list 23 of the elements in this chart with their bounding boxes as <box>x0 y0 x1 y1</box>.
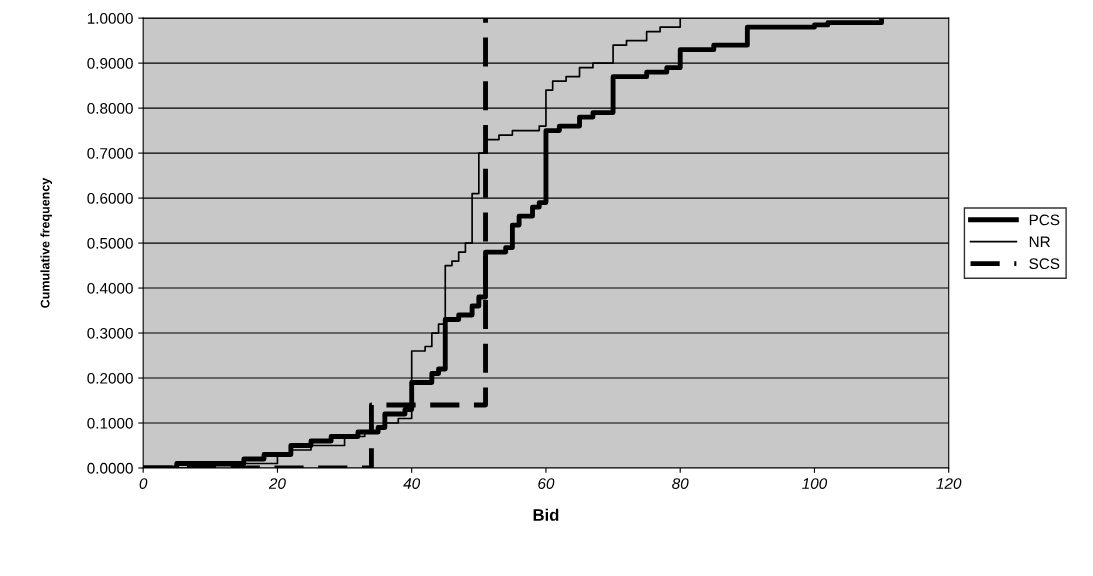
x-tick-label: 40 <box>403 478 421 489</box>
x-tick-label: 60 <box>538 478 555 489</box>
y-tick-label: 1.0000 <box>87 13 133 24</box>
y-tick-label: 0.4000 <box>87 282 133 294</box>
x-tick-label: 0 <box>139 478 148 489</box>
y-tick-label: 0.3000 <box>87 327 133 339</box>
y-axis-title: Cumulative frequency <box>40 177 53 308</box>
legend-label: SCS <box>1029 258 1060 270</box>
x-tick-label: 80 <box>672 478 689 489</box>
y-tick-label: 0.2000 <box>87 372 133 384</box>
legend-label: PCS <box>1029 214 1060 226</box>
y-tick-label: 0.7000 <box>87 147 133 159</box>
y-tick-label: 0.8000 <box>87 102 133 114</box>
y-tick-label: 0.0000 <box>87 462 133 474</box>
x-axis-title: Bid <box>533 508 559 521</box>
x-tick-label: 20 <box>268 478 286 489</box>
y-tick-label: 0.6000 <box>87 192 133 204</box>
legend-label: NR <box>1029 236 1050 248</box>
x-tick-label: 120 <box>936 478 962 489</box>
y-tick-label: 0.5000 <box>87 237 133 249</box>
x-tick-label: 100 <box>802 478 828 489</box>
y-tick-label: 0.1000 <box>87 417 133 429</box>
y-tick-label: 0.9000 <box>87 58 133 69</box>
